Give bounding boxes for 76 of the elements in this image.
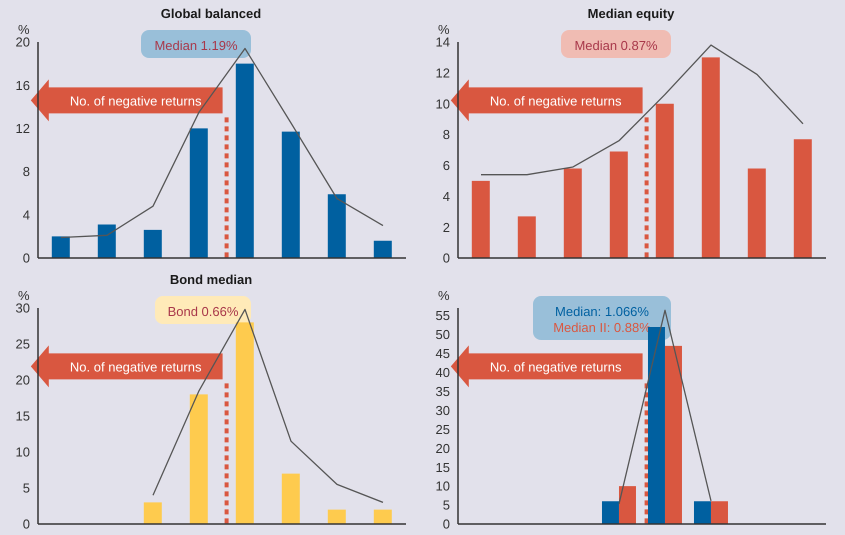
y-tick-label: 30 <box>436 402 450 418</box>
y-tick-label: 0 <box>22 516 30 532</box>
bar <box>236 64 254 258</box>
bar <box>702 57 720 258</box>
bar <box>602 501 619 524</box>
y-tick-label: 20 <box>16 372 30 388</box>
bar <box>282 474 300 524</box>
bar <box>710 501 728 524</box>
bar <box>794 139 812 258</box>
annotation: Median: 1.066% <box>555 304 650 319</box>
annotation: No. of negative returns <box>490 93 622 108</box>
bar <box>328 510 346 524</box>
y-tick-label: 45 <box>436 346 450 362</box>
y-tick-label: 0 <box>442 250 450 266</box>
annotation: Median 0.87% <box>574 38 658 53</box>
y-axis-title: % <box>18 22 30 37</box>
y-tick-label: 8 <box>22 164 30 180</box>
y-tick-label: 6 <box>442 158 450 174</box>
bar <box>748 168 766 258</box>
y-tick-label: 35 <box>436 384 450 399</box>
bar <box>610 152 628 258</box>
y-tick-label: 2 <box>442 220 450 235</box>
bar <box>98 224 116 258</box>
y-tick-label: 14 <box>436 34 450 50</box>
annotation: Bond 0.66% <box>168 304 239 319</box>
bar <box>190 394 208 524</box>
y-tick-label: 25 <box>16 336 30 352</box>
bar <box>618 486 636 524</box>
y-tick-label: 12 <box>436 65 450 80</box>
bar <box>664 346 682 524</box>
y-tick-label: 55 <box>436 308 450 324</box>
y-tick-label: 5 <box>22 480 30 496</box>
chart-title: Bond median <box>170 272 252 287</box>
annotation: No. of negative returns <box>70 359 202 374</box>
annotation: No. of negative returns <box>490 359 622 374</box>
y-tick-label: 25 <box>436 422 450 437</box>
y-tick-label: 8 <box>442 127 450 142</box>
y-tick-label: 15 <box>16 408 30 424</box>
y-tick-label: 16 <box>16 78 30 93</box>
bar <box>52 236 70 258</box>
y-tick-label: 4 <box>442 188 450 204</box>
y-tick-label: 0 <box>22 250 30 266</box>
bar <box>374 240 392 258</box>
y-tick-label: 10 <box>16 444 30 460</box>
y-tick-label: 12 <box>16 121 30 136</box>
y-tick-label: 10 <box>436 96 450 112</box>
chart-title: Median equity <box>588 6 674 21</box>
y-tick-label: 5 <box>442 498 450 513</box>
bar <box>518 216 536 258</box>
y-tick-label: 30 <box>16 300 30 316</box>
bar <box>190 128 208 258</box>
y-tick-label: 15 <box>436 460 450 475</box>
y-tick-label: 0 <box>442 516 450 532</box>
bar <box>374 510 392 524</box>
y-tick-label: 40 <box>436 365 450 380</box>
chart-title: Global balanced <box>160 6 262 21</box>
bar <box>656 104 674 258</box>
bar <box>694 501 711 524</box>
y-tick-label: 20 <box>436 440 450 456</box>
y-tick-label: 4 <box>22 207 30 222</box>
y-axis-title: % <box>438 288 450 303</box>
bar <box>144 502 162 524</box>
bar <box>564 168 582 258</box>
bar <box>328 194 346 258</box>
y-tick-label: 10 <box>436 478 450 494</box>
bar <box>144 230 162 258</box>
bar <box>472 180 490 258</box>
y-tick-label: 20 <box>16 34 30 50</box>
annotation: No. of negative returns <box>70 93 202 108</box>
bar <box>236 322 254 524</box>
annotation: Median 1.19% <box>154 38 238 53</box>
y-axis-title: % <box>18 288 30 303</box>
y-axis-title: % <box>438 22 450 37</box>
y-tick-label: 50 <box>436 327 450 342</box>
annotation: Median II: 0.88% <box>553 320 652 335</box>
bar <box>282 132 300 258</box>
